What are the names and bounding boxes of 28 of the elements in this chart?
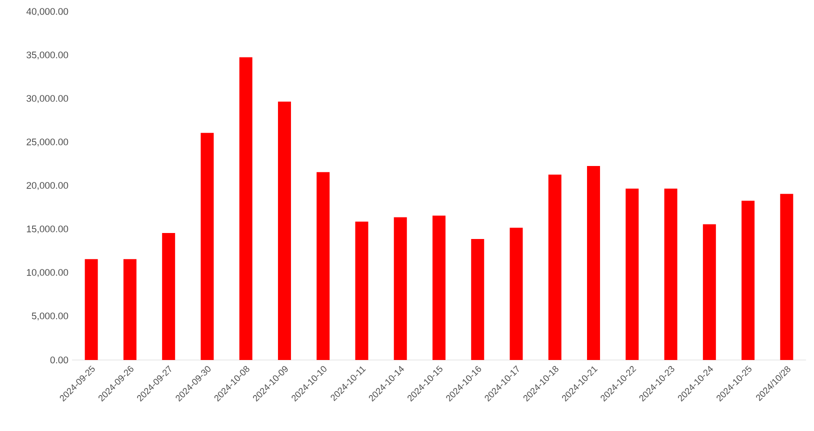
bar — [548, 174, 562, 360]
bar — [316, 172, 330, 360]
bar — [394, 217, 407, 360]
bar — [702, 224, 716, 360]
bar — [742, 200, 755, 360]
y-tick-label: 35,000.00 — [26, 52, 68, 60]
bar — [84, 259, 98, 360]
bar — [278, 102, 291, 360]
y-tick-label: 0.00 — [50, 356, 68, 364]
y-tick-label: 25,000.00 — [26, 138, 68, 146]
bar — [471, 239, 484, 360]
y-tick-label: 40,000.00 — [26, 8, 68, 16]
bar — [200, 132, 214, 360]
bar — [664, 188, 678, 360]
bar — [626, 188, 639, 360]
bar — [432, 216, 446, 360]
y-tick-label: 15,000.00 — [26, 226, 68, 234]
bar — [587, 166, 600, 360]
y-tick-label: 20,000.00 — [26, 182, 68, 190]
y-tick-label: 5,000.00 — [32, 312, 68, 320]
bar — [239, 57, 252, 360]
bar — [780, 194, 794, 360]
bar — [510, 228, 523, 360]
y-tick-label: 10,000.00 — [26, 269, 68, 277]
y-tick-label: 30,000.00 — [26, 95, 68, 103]
bar — [162, 232, 176, 360]
bar — [355, 222, 368, 360]
bar — [123, 259, 136, 360]
